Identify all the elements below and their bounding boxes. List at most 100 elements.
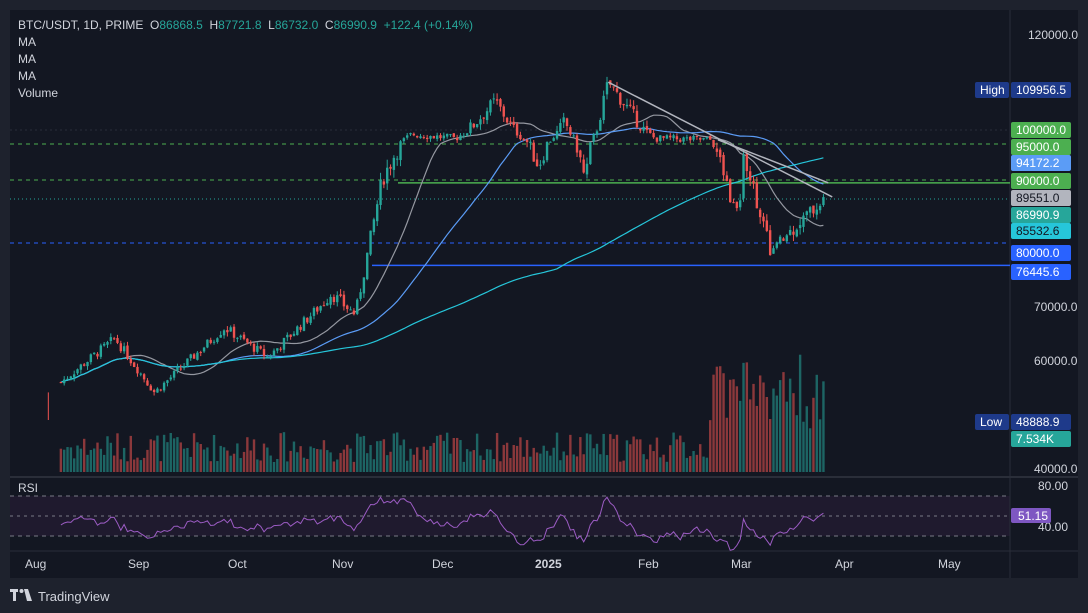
candle-body xyxy=(106,342,109,345)
volume-bar xyxy=(615,434,619,472)
candle-body xyxy=(492,98,495,100)
candle-body xyxy=(742,154,745,199)
volume-bar xyxy=(192,433,196,472)
trendline-2[interactable] xyxy=(717,139,829,184)
candle-body xyxy=(72,374,76,378)
footer-brand[interactable]: TradingView xyxy=(10,585,110,607)
symbol-label[interactable]: BTC/USDT, 1D, PRIME xyxy=(18,18,144,32)
volume-bar xyxy=(522,456,525,472)
price-tag-value: 86990.9 xyxy=(1016,208,1060,222)
time-axis[interactable]: Aug Sep Oct Nov Dec 2025 Feb Mar Apr May xyxy=(25,557,961,571)
candle-body xyxy=(479,119,482,125)
candle-body xyxy=(289,334,292,337)
candle-body xyxy=(69,376,73,379)
volume-bar xyxy=(729,379,732,472)
candle-body xyxy=(425,137,429,140)
candle-body xyxy=(76,369,79,374)
volume-bar xyxy=(802,421,805,472)
volume-bar xyxy=(349,448,352,472)
candle-body xyxy=(79,364,83,370)
volume-bar xyxy=(565,455,569,472)
volume-bar xyxy=(379,440,382,472)
volume-bar xyxy=(622,460,625,472)
x-tick-label[interactable]: Oct xyxy=(228,557,247,571)
x-tick-label[interactable]: Aug xyxy=(25,557,46,571)
indicator-volume[interactable]: Volume xyxy=(18,86,59,100)
volume-bar xyxy=(109,442,113,472)
x-tick-label[interactable]: Nov xyxy=(332,557,353,571)
volume-bar xyxy=(399,445,402,472)
volume-bar xyxy=(99,448,103,472)
volume-bar xyxy=(302,457,306,472)
trendline-1[interactable] xyxy=(607,81,833,198)
candle-body xyxy=(409,133,412,135)
x-tick-label[interactable]: Dec xyxy=(432,557,453,571)
volume-bar xyxy=(435,435,439,472)
chart-svg[interactable]: 120000.0 70000.0 60000.0 40000.0 80.00 4… xyxy=(10,10,1078,578)
volume-bar xyxy=(515,445,519,472)
x-tick-label[interactable]: May xyxy=(938,557,961,571)
candle-body xyxy=(645,126,649,130)
x-tick-label[interactable]: 2025 xyxy=(535,557,562,571)
trendlines[interactable] xyxy=(607,81,833,198)
chart-area[interactable]: 120000.0 70000.0 60000.0 40000.0 80.00 4… xyxy=(10,10,1078,578)
price-tag-value: 85532.6 xyxy=(1016,224,1060,238)
volume-bar xyxy=(649,444,652,472)
candle-body xyxy=(339,294,342,296)
volume-bar xyxy=(485,449,489,472)
volume-bar xyxy=(459,440,462,472)
volume-bar xyxy=(136,457,139,472)
volume-bar xyxy=(292,441,296,472)
candle-body xyxy=(396,158,399,160)
volume-bar xyxy=(605,455,609,472)
volume-bar xyxy=(276,459,279,472)
x-tick-label[interactable]: Feb xyxy=(638,557,659,571)
volume-bar xyxy=(765,396,769,472)
indicator-ma-2[interactable]: MA xyxy=(18,52,36,66)
ma-line-short xyxy=(60,114,824,383)
volume-bar xyxy=(758,375,762,472)
volume-bar xyxy=(655,437,659,472)
volume-bar xyxy=(369,445,372,472)
x-tick-label[interactable]: Sep xyxy=(128,557,150,571)
volume-bar xyxy=(319,449,322,472)
volume-bar xyxy=(462,461,465,472)
candle-body xyxy=(782,238,785,241)
candle-body xyxy=(755,182,759,209)
candle-body xyxy=(452,133,456,137)
volume-bar xyxy=(768,419,772,472)
price-tag-label: High xyxy=(980,83,1005,97)
volume-bar xyxy=(805,406,808,472)
candle-body xyxy=(179,368,182,370)
candle-body xyxy=(309,316,312,323)
volume-bar xyxy=(699,444,702,472)
volume-bar xyxy=(392,433,396,472)
candle-body xyxy=(336,295,339,303)
volume-bar xyxy=(445,432,449,472)
volume-bar xyxy=(452,438,456,472)
volume-bar xyxy=(635,439,639,472)
candle-body xyxy=(182,366,186,369)
indicator-ma-3[interactable]: MA xyxy=(18,69,36,83)
x-tick-label[interactable]: Apr xyxy=(835,557,854,571)
candle-body xyxy=(605,82,609,95)
volume-bar xyxy=(376,441,379,472)
candle-body xyxy=(156,388,159,393)
volume-bar xyxy=(209,461,212,472)
volume-bar xyxy=(86,454,89,472)
price-tag-bg xyxy=(1011,431,1071,447)
candle-body xyxy=(389,166,392,169)
candle-body xyxy=(632,106,635,110)
volume-bar xyxy=(309,446,312,472)
volume-bar xyxy=(415,447,419,472)
volume-bar xyxy=(176,437,179,472)
price-tag-bg xyxy=(1011,82,1071,98)
x-tick-label[interactable]: Mar xyxy=(731,557,752,571)
candle-body xyxy=(186,358,189,366)
candle-body xyxy=(565,118,569,127)
candle-body xyxy=(818,205,822,211)
price-tag-value: 48888.9 xyxy=(1016,415,1060,429)
volume-bar xyxy=(612,438,615,472)
indicator-ma-1[interactable]: MA xyxy=(18,35,36,49)
